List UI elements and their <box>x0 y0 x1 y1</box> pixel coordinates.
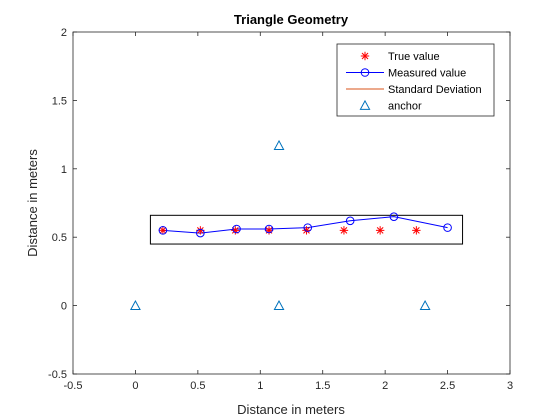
x-tick-label: 2.5 <box>440 380 455 392</box>
y-tick-label: 2 <box>61 27 67 39</box>
y-tick-label: 0 <box>61 301 67 313</box>
y-tick-label: -0.5 <box>48 369 67 381</box>
legend-label: Standard Deviation <box>388 84 482 96</box>
x-tick-label: 2 <box>382 380 388 392</box>
true-value-point <box>412 226 420 234</box>
legend-label: Measured value <box>388 68 466 80</box>
legend-true-value-marker <box>361 52 369 60</box>
x-tick-label: 1 <box>257 380 263 392</box>
y-tick-label: 1.5 <box>52 95 67 107</box>
true-value-point <box>376 226 384 234</box>
x-tick-label: 3 <box>507 380 513 392</box>
chart-title: Triangle Geometry <box>234 12 349 27</box>
x-tick-label: 0.5 <box>190 380 205 392</box>
x-tick-label: 0 <box>132 380 138 392</box>
legend: True value Measured value Standard Deviati… <box>337 44 494 116</box>
true-value-point <box>340 226 348 234</box>
x-axis-title: Distance in meters <box>237 402 345 417</box>
y-axis-title: Distance in meters <box>25 149 40 257</box>
y-tick-label: 1 <box>61 164 67 176</box>
x-tick-label: 1.5 <box>315 380 330 392</box>
true-value-point <box>231 226 239 234</box>
y-tick-label: 0.5 <box>52 232 67 244</box>
legend-label: True value <box>388 51 440 63</box>
x-tick-label: -0.5 <box>64 380 83 392</box>
legend-label: anchor <box>388 101 422 113</box>
